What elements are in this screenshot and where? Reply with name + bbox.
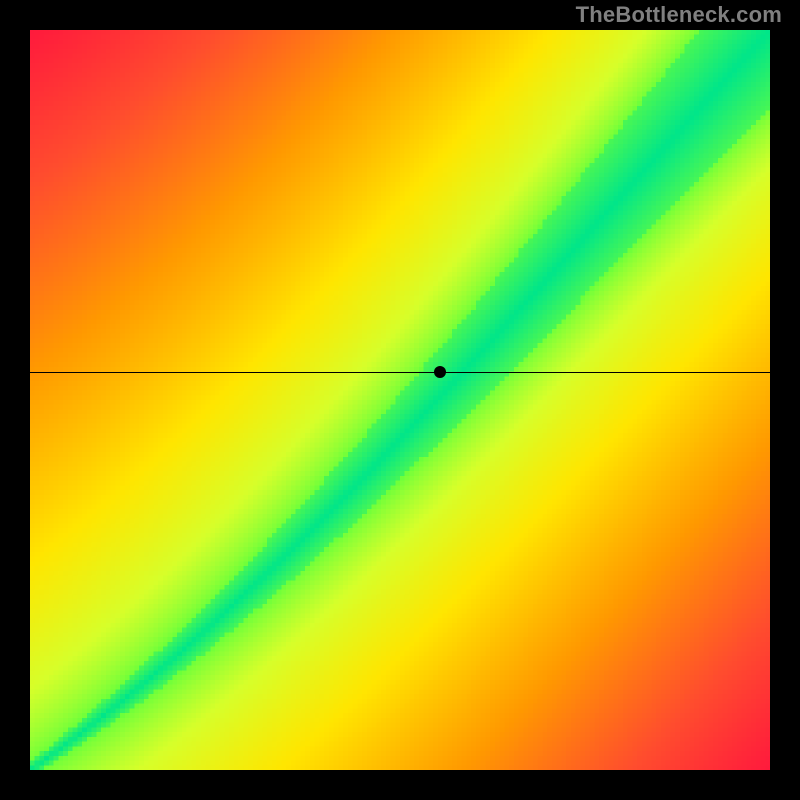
chart-root: TheBottleneck.com xyxy=(0,0,800,800)
crosshair-vertical xyxy=(440,770,441,800)
crosshair-marker xyxy=(434,366,446,378)
watermark-text: TheBottleneck.com xyxy=(576,2,782,28)
heatmap-canvas xyxy=(30,30,770,770)
crosshair-horizontal xyxy=(30,372,770,373)
heatmap-plot-area xyxy=(30,30,770,770)
